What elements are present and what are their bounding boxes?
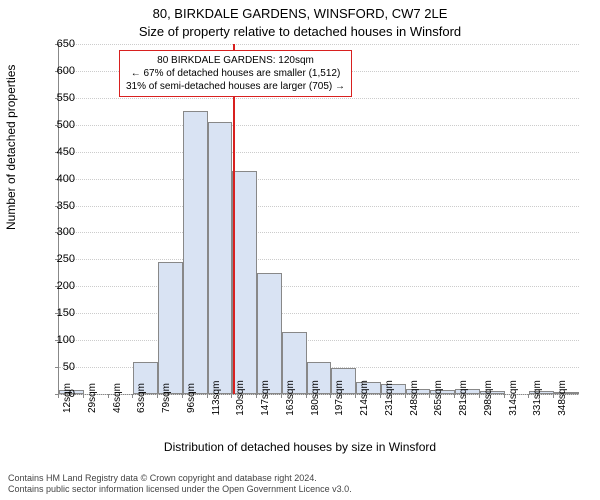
ytick-label: 200 [45, 280, 75, 292]
gridline [59, 340, 579, 341]
ytick-label: 600 [45, 65, 75, 77]
xtick-mark [132, 394, 133, 398]
xtick-mark [108, 394, 109, 398]
xtick-mark [157, 394, 158, 398]
gridline [59, 259, 579, 260]
gridline [59, 286, 579, 287]
xtick-mark [429, 394, 430, 398]
xtick-label: 265sqm [433, 380, 444, 416]
ytick-label: 650 [45, 38, 75, 50]
xtick-mark [504, 394, 505, 398]
xtick-label: 29sqm [87, 383, 98, 413]
xtick-label: 96sqm [186, 383, 197, 413]
xtick-mark [528, 394, 529, 398]
annotation-line3: 31% of semi-detached houses are larger (… [126, 80, 345, 93]
xtick-label: 163sqm [285, 380, 296, 416]
gridline [59, 232, 579, 233]
xtick-label: 298sqm [483, 380, 494, 416]
xtick-mark [58, 394, 59, 398]
gridline [59, 98, 579, 99]
xtick-label: 214sqm [359, 380, 370, 416]
gridline [59, 313, 579, 314]
xtick-mark [256, 394, 257, 398]
gridline [59, 206, 579, 207]
gridline [59, 179, 579, 180]
ytick-label: 350 [45, 200, 75, 212]
histogram-bar [158, 262, 183, 394]
xtick-label: 314sqm [508, 380, 519, 416]
xtick-label: 79sqm [161, 383, 172, 413]
annotation-line2: ← 67% of detached houses are smaller (1,… [126, 67, 345, 80]
ytick-label: 100 [45, 334, 75, 346]
histogram-bar [232, 171, 257, 394]
xtick-mark [553, 394, 554, 398]
footer-line2: Contains public sector information licen… [8, 484, 352, 496]
xtick-label: 331sqm [532, 380, 543, 416]
xtick-mark [479, 394, 480, 398]
histogram-bar [183, 111, 208, 394]
chart-title-line2: Size of property relative to detached ho… [0, 24, 600, 39]
xtick-mark [182, 394, 183, 398]
ytick-label: 500 [45, 119, 75, 131]
ytick-label: 450 [45, 146, 75, 158]
xtick-label: 113sqm [211, 381, 222, 416]
xtick-label: 63sqm [136, 383, 147, 413]
xtick-mark [83, 394, 84, 398]
gridline [59, 44, 579, 45]
xtick-label: 281sqm [458, 380, 469, 416]
ytick-label: 50 [45, 361, 75, 373]
xtick-mark [380, 394, 381, 398]
x-axis-label: Distribution of detached houses by size … [0, 440, 600, 454]
xtick-label: 231sqm [384, 380, 395, 416]
xtick-label: 147sqm [260, 380, 271, 416]
ytick-label: 250 [45, 253, 75, 265]
xtick-label: 130sqm [235, 380, 246, 416]
ytick-label: 400 [45, 173, 75, 185]
xtick-mark [355, 394, 356, 398]
histogram-bar [257, 273, 282, 394]
annotation-box: 80 BIRKDALE GARDENS: 120sqm ← 67% of det… [119, 50, 352, 97]
chart-title-line1: 80, BIRKDALE GARDENS, WINSFORD, CW7 2LE [0, 6, 600, 21]
gridline [59, 152, 579, 153]
footer-line1: Contains HM Land Registry data © Crown c… [8, 473, 352, 485]
xtick-label: 348sqm [557, 380, 568, 416]
xtick-label: 46sqm [112, 383, 123, 413]
annotation-line1: 80 BIRKDALE GARDENS: 120sqm [126, 54, 345, 67]
chart-container: 80, BIRKDALE GARDENS, WINSFORD, CW7 2LE … [0, 0, 600, 500]
ytick-label: 300 [45, 226, 75, 238]
xtick-mark [454, 394, 455, 398]
xtick-mark [231, 394, 232, 398]
xtick-mark [405, 394, 406, 398]
xtick-mark [207, 394, 208, 398]
xtick-mark [330, 394, 331, 398]
plot-area: 80 BIRKDALE GARDENS: 120sqm ← 67% of det… [58, 44, 579, 395]
xtick-label: 12sqm [62, 383, 73, 413]
footer: Contains HM Land Registry data © Crown c… [8, 473, 352, 496]
ytick-label: 150 [45, 307, 75, 319]
xtick-label: 248sqm [409, 380, 420, 416]
xtick-mark [281, 394, 282, 398]
ytick-label: 550 [45, 92, 75, 104]
histogram-bar [208, 122, 233, 394]
xtick-label: 197sqm [334, 380, 345, 416]
gridline [59, 125, 579, 126]
y-axis-label: Number of detached properties [4, 65, 18, 230]
xtick-label: 180sqm [310, 380, 321, 416]
xtick-mark [306, 394, 307, 398]
